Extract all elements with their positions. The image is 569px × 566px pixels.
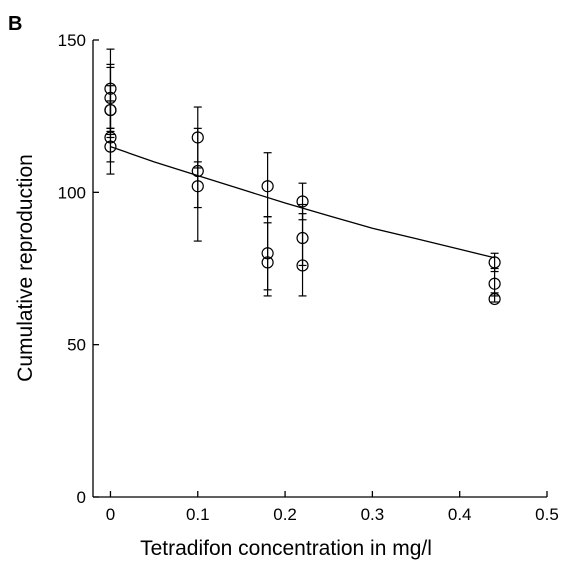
point-marker: [104, 140, 117, 153]
point-marker: [191, 180, 204, 193]
fit-line-group: [110, 145, 495, 259]
axes: 0 50 100 150 0 0.1 0.2 0.3 0.4 0.5: [58, 31, 559, 524]
data-point: [488, 267, 501, 297]
data-point: [261, 152, 274, 218]
x-tick-label: 0.4: [448, 505, 472, 524]
data-point: [488, 292, 501, 306]
point-marker: [296, 259, 309, 272]
point-marker: [488, 277, 501, 290]
point-marker: [261, 256, 274, 269]
x-tick-label: 0.2: [273, 505, 297, 524]
panel-label: B: [8, 13, 22, 35]
data-point: [296, 213, 309, 297]
data-points: [104, 48, 501, 306]
y-tick-label: 50: [67, 336, 86, 355]
data-point: [261, 222, 274, 297]
x-axis-label: Tetradifon concentration in mg/l: [140, 537, 432, 560]
point-marker: [488, 292, 501, 306]
data-point: [191, 161, 204, 242]
x-tick-label: 0.5: [535, 505, 559, 524]
x-tick-label: 0.1: [186, 505, 210, 524]
fit-line: [110, 145, 495, 259]
point-marker: [261, 180, 274, 193]
y-tick-label: 0: [77, 488, 86, 507]
x-tick-label: 0.3: [361, 505, 385, 524]
y-tick-label: 100: [58, 183, 86, 202]
x-tick-label: 0: [106, 505, 115, 524]
y-axis-label: Cumulative reproduction: [14, 154, 37, 382]
data-point: [104, 127, 117, 163]
y-tick-label: 150: [58, 31, 86, 50]
